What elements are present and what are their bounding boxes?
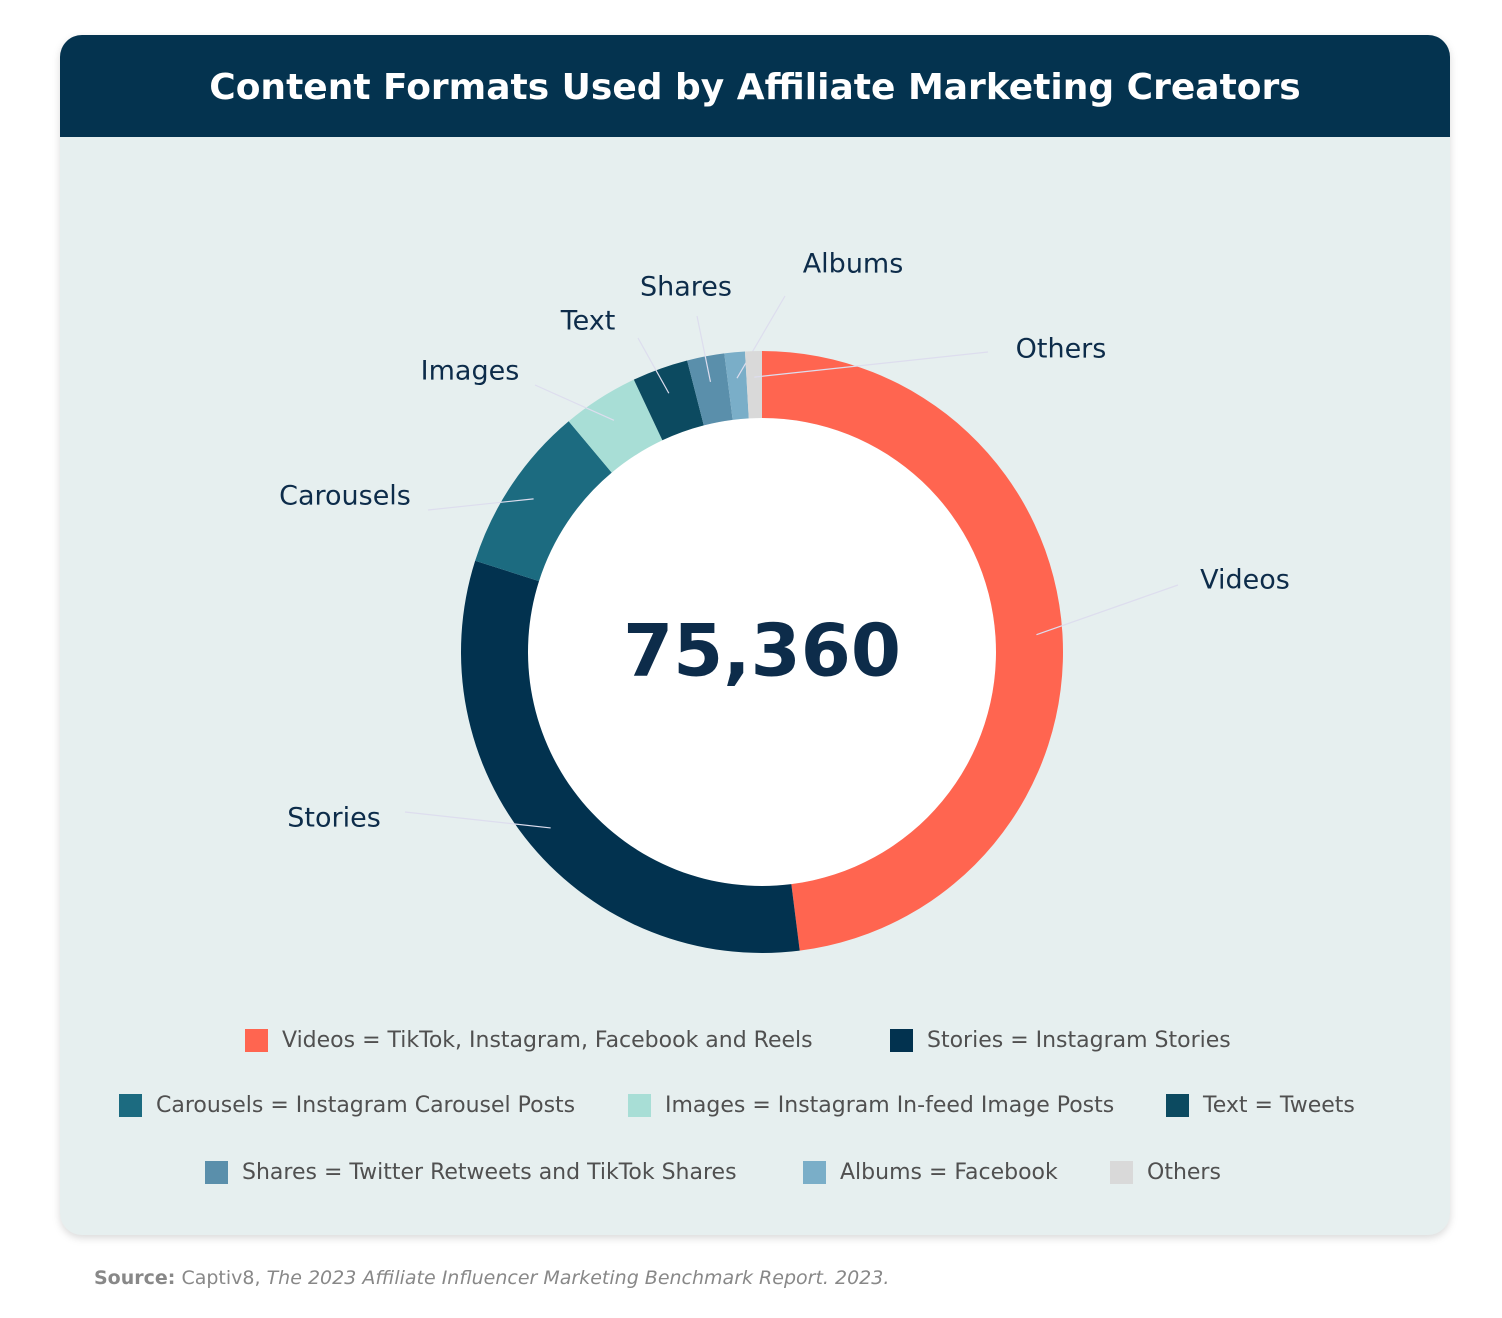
legend-label: Others [1147,1160,1221,1185]
leader-line [534,384,615,421]
center-total: 75,360 [623,609,901,693]
legend-swatch [205,1161,228,1184]
source: Source: Captiv8, The 2023 Affiliate Infl… [94,1267,889,1289]
legend-label: Stories = Instagram Stories [927,1028,1231,1053]
source-year: 2023. [835,1267,889,1289]
legend-label: Albums = Facebook [840,1160,1058,1185]
leader-line [427,498,534,511]
leader-line [637,337,670,394]
legend-label: Shares = Twitter Retweets and TikTok Sha… [242,1160,737,1185]
slice-label: Albums [803,249,904,280]
header [60,35,1450,137]
legend-swatch [1166,1094,1189,1117]
slice-label: Videos [1200,565,1290,596]
source-publisher: Captiv8, [181,1267,260,1289]
slice-label: Images [421,356,520,387]
slice-label: Stories [287,803,381,834]
leader-line [754,351,989,378]
legend-swatch [245,1029,268,1052]
slice-label: Text [560,306,616,337]
leader-line [1036,584,1179,636]
legend-label: Videos = TikTok, Instagram, Facebook and… [282,1028,813,1053]
legend-swatch [890,1029,913,1052]
slice-label: Others [1016,334,1107,365]
legend-swatch [119,1094,142,1117]
legend-label: Images = Instagram In-feed Image Posts [665,1093,1114,1118]
donut-slice [744,351,762,419]
donut-slice [461,560,800,953]
legend-swatch [803,1161,826,1184]
donut-slice [568,379,663,473]
leader-line [736,295,786,379]
donut-hole [528,418,996,886]
donut-slice [475,421,612,582]
legend-label: Carousels = Instagram Carousel Posts [156,1093,575,1118]
leader-line [696,315,712,382]
donut-slice [762,351,1064,951]
chart-title: Content Formats Used by Affiliate Market… [209,67,1300,108]
source-title: The 2023 Affiliate Influencer Marketing … [267,1267,829,1289]
leader-line [404,811,551,829]
legend-label: Text = Tweets [1202,1093,1355,1118]
slice-label: Shares [640,272,732,303]
legend-swatch [628,1094,651,1117]
legend-swatch [1110,1161,1133,1184]
slice-label: Carousels [279,481,411,512]
donut-slice [687,353,733,426]
donut-slice [633,360,704,441]
source-label: Source: [94,1267,175,1289]
